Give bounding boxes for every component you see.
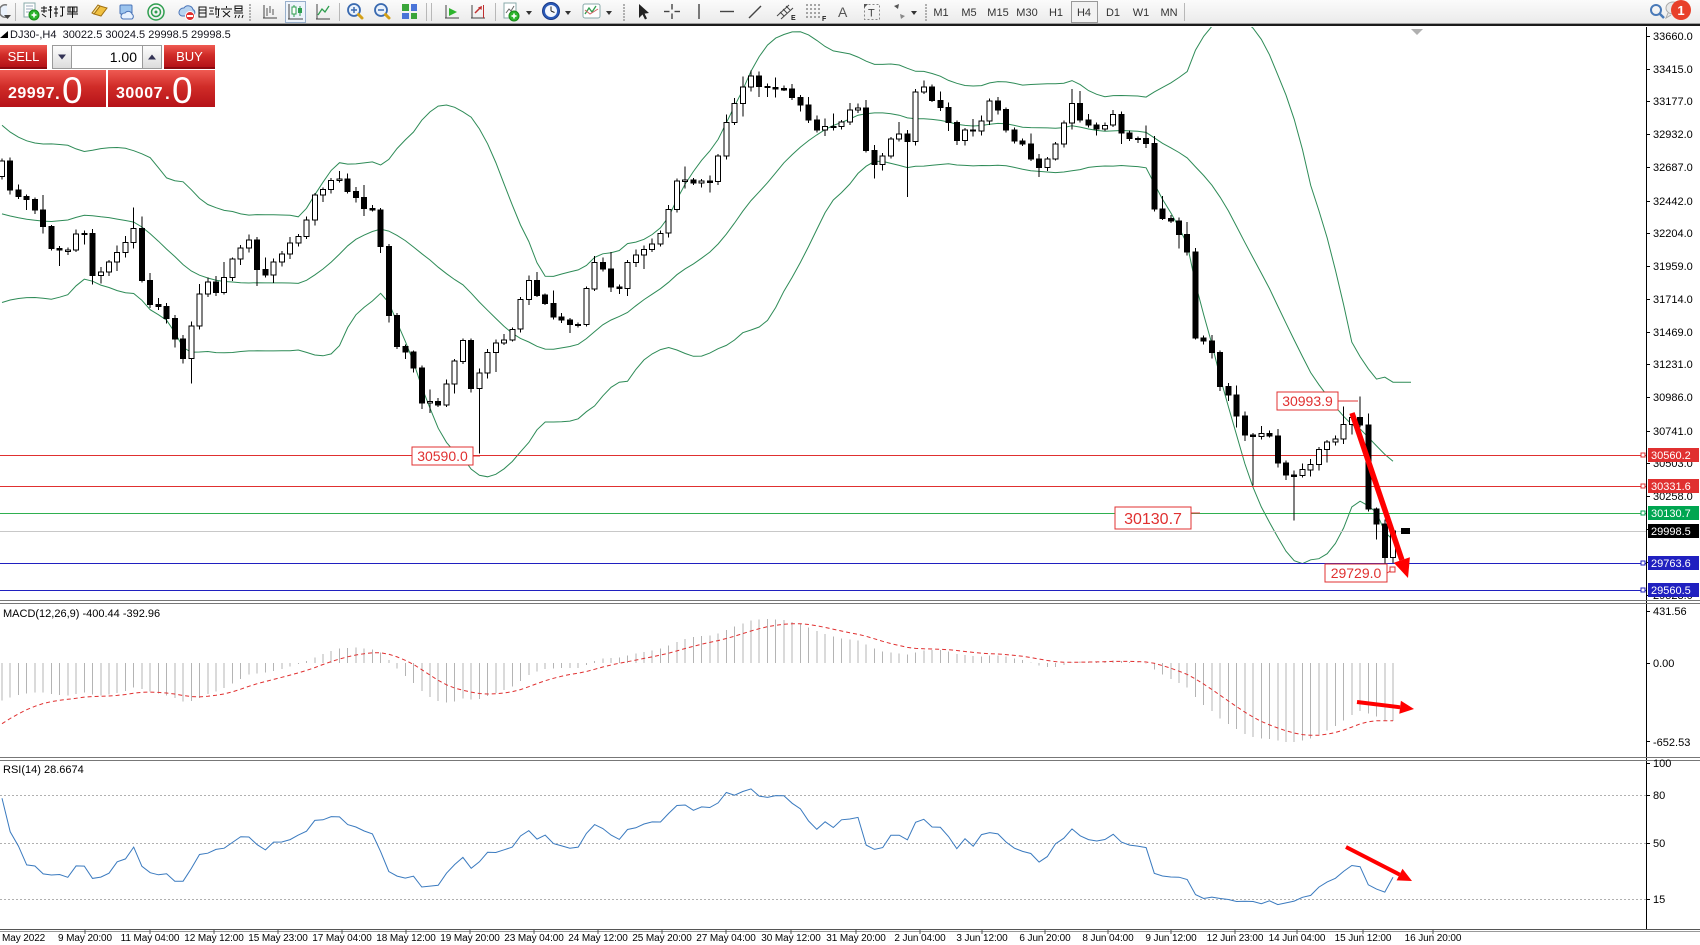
svg-text:30986.0: 30986.0: [1653, 392, 1693, 404]
svg-text:25 May 20:00: 25 May 20:00: [632, 933, 692, 944]
svg-text:2 Jun 04:00: 2 Jun 04:00: [894, 933, 946, 944]
svg-text:H4: H4: [1077, 7, 1091, 19]
svg-text:33415.0: 33415.0: [1653, 64, 1693, 76]
svg-text:50: 50: [1653, 838, 1665, 850]
svg-text:MN: MN: [1160, 7, 1177, 19]
svg-text:30130.7: 30130.7: [1124, 511, 1182, 528]
svg-text:1: 1: [1677, 3, 1684, 18]
svg-text:E: E: [791, 15, 796, 22]
svg-text:30130.7: 30130.7: [1651, 508, 1691, 520]
svg-text:W1: W1: [1133, 7, 1150, 19]
svg-text:32442.0: 32442.0: [1653, 196, 1693, 208]
svg-text:30741.0: 30741.0: [1653, 426, 1693, 438]
svg-text:24 May 12:00: 24 May 12:00: [568, 933, 628, 944]
svg-text:M5: M5: [961, 7, 976, 19]
svg-text:33660.0: 33660.0: [1653, 31, 1693, 43]
svg-text:31714.0: 31714.0: [1653, 294, 1693, 306]
svg-text:12 Jun 23:00: 12 Jun 23:00: [1207, 933, 1264, 944]
svg-text:30258.0: 30258.0: [1653, 491, 1693, 503]
svg-text:M1: M1: [933, 7, 948, 19]
svg-text:33177.0: 33177.0: [1653, 96, 1693, 108]
svg-text:80: 80: [1653, 790, 1665, 802]
svg-text:M15: M15: [987, 7, 1008, 19]
svg-text:8 Jun 04:00: 8 Jun 04:00: [1082, 933, 1134, 944]
svg-text:29560.5: 29560.5: [1651, 585, 1691, 597]
svg-text:T: T: [868, 8, 875, 20]
svg-text:431.56: 431.56: [1653, 606, 1687, 618]
svg-text:15 May 23:00: 15 May 23:00: [248, 933, 308, 944]
svg-text:11 May 04:00: 11 May 04:00: [121, 933, 180, 944]
svg-text:0.00: 0.00: [1653, 658, 1674, 670]
svg-text:A: A: [838, 4, 848, 20]
svg-text:F: F: [822, 16, 827, 23]
svg-text:100: 100: [1653, 758, 1671, 770]
svg-text:29729.0: 29729.0: [1331, 565, 1382, 581]
svg-text:D1: D1: [1106, 7, 1120, 19]
svg-text:32932.0: 32932.0: [1653, 129, 1693, 141]
svg-text:15 Jun 12:00: 15 Jun 12:00: [1335, 933, 1392, 944]
svg-text:32687.0: 32687.0: [1653, 162, 1693, 174]
svg-text:27 May 04:00: 27 May 04:00: [696, 933, 756, 944]
svg-text:6 Jun 20:00: 6 Jun 20:00: [1019, 933, 1071, 944]
svg-text:May 2022: May 2022: [2, 933, 46, 944]
svg-text:17 May 04:00: 17 May 04:00: [312, 933, 372, 944]
svg-text:31231.0: 31231.0: [1653, 359, 1693, 371]
svg-text:19 May 20:00: 19 May 20:00: [440, 933, 500, 944]
svg-text:30 May 12:00: 30 May 12:00: [761, 933, 821, 944]
svg-text:30590.0: 30590.0: [417, 448, 468, 464]
svg-text:32204.0: 32204.0: [1653, 228, 1693, 240]
svg-text:16 Jun 20:00: 16 Jun 20:00: [1405, 933, 1462, 944]
svg-text:RSI(14) 28.6674: RSI(14) 28.6674: [3, 764, 84, 776]
svg-text:-652.53: -652.53: [1653, 737, 1690, 749]
svg-text:12 May 12:00: 12 May 12:00: [184, 933, 244, 944]
svg-text:30993.9: 30993.9: [1282, 393, 1333, 409]
svg-text:H1: H1: [1049, 7, 1063, 19]
svg-text:23 May 04:00: 23 May 04:00: [504, 933, 564, 944]
svg-text:30331.6: 30331.6: [1651, 481, 1691, 493]
svg-text:MACD(12,26,9) -400.44 -392.96: MACD(12,26,9) -400.44 -392.96: [3, 608, 160, 620]
svg-text:9 Jun 12:00: 9 Jun 12:00: [1145, 933, 1197, 944]
svg-text:9 May 20:00: 9 May 20:00: [58, 933, 112, 944]
svg-text:30560.2: 30560.2: [1651, 450, 1691, 462]
svg-text:14 Jun 04:00: 14 Jun 04:00: [1269, 933, 1326, 944]
svg-text:31469.0: 31469.0: [1653, 327, 1693, 339]
svg-text:3 Jun 12:00: 3 Jun 12:00: [956, 933, 1008, 944]
svg-text:31 May 20:00: 31 May 20:00: [826, 933, 886, 944]
svg-text:31959.0: 31959.0: [1653, 261, 1693, 273]
svg-text:15: 15: [1653, 894, 1665, 906]
svg-text:29763.6: 29763.6: [1651, 558, 1691, 570]
svg-text:18 May 12:00: 18 May 12:00: [376, 933, 436, 944]
svg-text:29998.5: 29998.5: [1651, 526, 1691, 538]
svg-text:M30: M30: [1016, 7, 1037, 19]
